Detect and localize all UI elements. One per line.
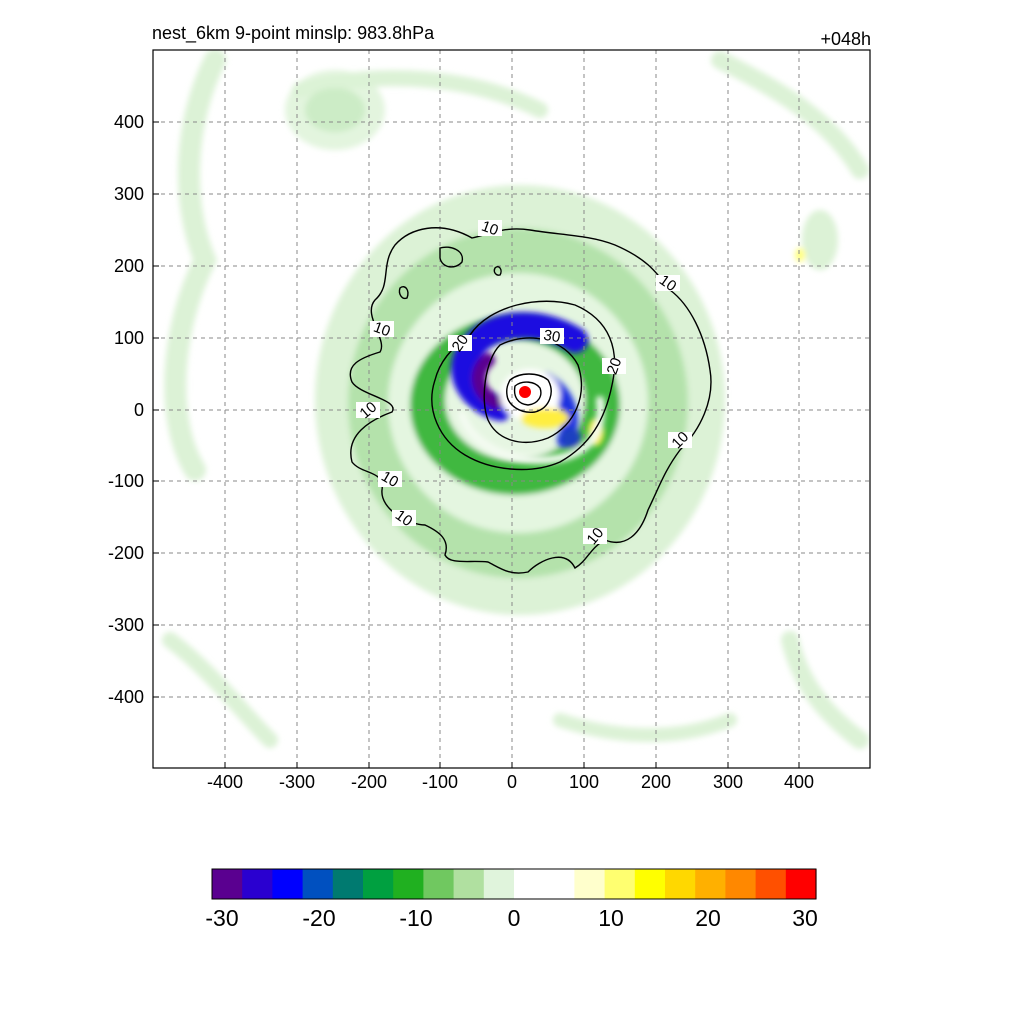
- colorbar-tick-label: -30: [205, 905, 238, 931]
- contour-label: 10: [392, 507, 415, 530]
- outer-band-lower-right: [781, 631, 869, 749]
- contour-label: 10: [371, 319, 392, 341]
- blue-spot-lower: [561, 428, 581, 448]
- colorbar-cell: [695, 869, 726, 899]
- y-tick-label: 400: [114, 112, 144, 132]
- x-tick-label: -300: [279, 772, 315, 792]
- colorbar-cell: [272, 869, 304, 899]
- white-gap-spiral: [458, 396, 605, 465]
- colorbar-tick-label: -10: [399, 905, 432, 931]
- contour-10-outer: [349, 227, 712, 574]
- x-tick-label: -100: [422, 772, 458, 792]
- colorbar-cell: [665, 869, 696, 899]
- colorbar-frame: [211, 868, 817, 900]
- contour-core-1: [506, 373, 552, 413]
- contour-10-inner-c: [493, 266, 502, 276]
- colorbar-cell: [332, 869, 364, 899]
- colorbar-tick-label: 0: [508, 905, 521, 931]
- colorbar-cell: [604, 869, 636, 899]
- outer-band-lower-left: [162, 632, 278, 748]
- x-tick-label: -200: [351, 772, 387, 792]
- contour-label: 10: [479, 218, 500, 240]
- colorbar-cell: [212, 869, 243, 899]
- contour-label: 10: [378, 468, 401, 491]
- y-tick-label: -300: [108, 615, 144, 635]
- spot-right: [802, 210, 838, 270]
- contour-20: [431, 300, 616, 471]
- contour-label: 30: [542, 327, 561, 347]
- y-tick-label: -400: [108, 687, 144, 707]
- colorbar-cell: [725, 869, 757, 899]
- colorbar-tick-label: 30: [792, 905, 818, 931]
- colorbar-cell: [544, 869, 575, 899]
- x-tick-label: 200: [641, 772, 671, 792]
- colorbar-cell: [423, 869, 455, 899]
- outer-band-left: [164, 50, 226, 481]
- x-tick-label: -400: [207, 772, 243, 792]
- contour-10-inner-a: [439, 246, 464, 268]
- y-tick-label: -200: [108, 543, 144, 563]
- colorbar-cell: [514, 869, 545, 899]
- colorbar-tick-label: 20: [695, 905, 721, 931]
- colorbar-cell: [634, 869, 666, 899]
- colorbar-cell: [574, 869, 606, 899]
- outer-band-bottom: [553, 713, 737, 742]
- colorbar-cell: [785, 869, 817, 899]
- colorbar: -30 -20 -10 0 10 20 30: [205, 868, 818, 931]
- title-right: +048h: [820, 29, 871, 49]
- colorbar-tick-label: 10: [598, 905, 624, 931]
- colorbar-cell: [302, 869, 334, 899]
- spot-upper-left-halo: [285, 70, 385, 150]
- y-tick-label: 100: [114, 328, 144, 348]
- yellow-patch-center: [521, 408, 569, 428]
- colorbar-cell: [755, 869, 787, 899]
- colorbar-cell: [483, 869, 515, 899]
- colorbar-cells: [212, 869, 817, 899]
- colorbar-cell: [363, 869, 394, 899]
- x-tick-label: 400: [784, 772, 814, 792]
- colorbar-cell: [393, 869, 424, 899]
- y-tick-label: 0: [134, 400, 144, 420]
- contour-label: 20: [604, 355, 626, 376]
- contour-labels: 10 10 10 10 10 10 10 10 20 20 30: [356, 218, 692, 548]
- outer-band-upper-right: [711, 51, 869, 179]
- contour-10-inner-b: [398, 286, 409, 300]
- title-left: nest_6km 9-point minslp: 983.8hPa: [152, 23, 435, 44]
- x-tick-label: 0: [507, 772, 517, 792]
- colorbar-cell: [242, 869, 273, 899]
- y-tick-label: 200: [114, 256, 144, 276]
- center-marker: [519, 386, 531, 398]
- x-tick-label: 100: [569, 772, 599, 792]
- contour-core-2: [513, 381, 542, 406]
- contour-label: 20: [449, 332, 472, 355]
- y-axis: 400 300 200 100 0 -100 -200 -300 -400: [108, 112, 159, 707]
- x-axis: -400 -300 -200 -100 0 100 200 300 400: [207, 762, 814, 792]
- purple-core: [472, 353, 503, 409]
- y-tick-label: 300: [114, 184, 144, 204]
- contour-30: [483, 337, 583, 443]
- colorbar-tick-label: -20: [302, 905, 335, 931]
- contours: [349, 227, 712, 574]
- contour-label: 10: [656, 272, 679, 295]
- plot-area: 10 10 10 10 10 10 10 10 20 20 30: [152, 49, 871, 769]
- colorbar-cell: [453, 869, 485, 899]
- y-tick-label: -100: [108, 471, 144, 491]
- yellow-dot-right: [795, 248, 805, 262]
- x-tick-label: 300: [713, 772, 743, 792]
